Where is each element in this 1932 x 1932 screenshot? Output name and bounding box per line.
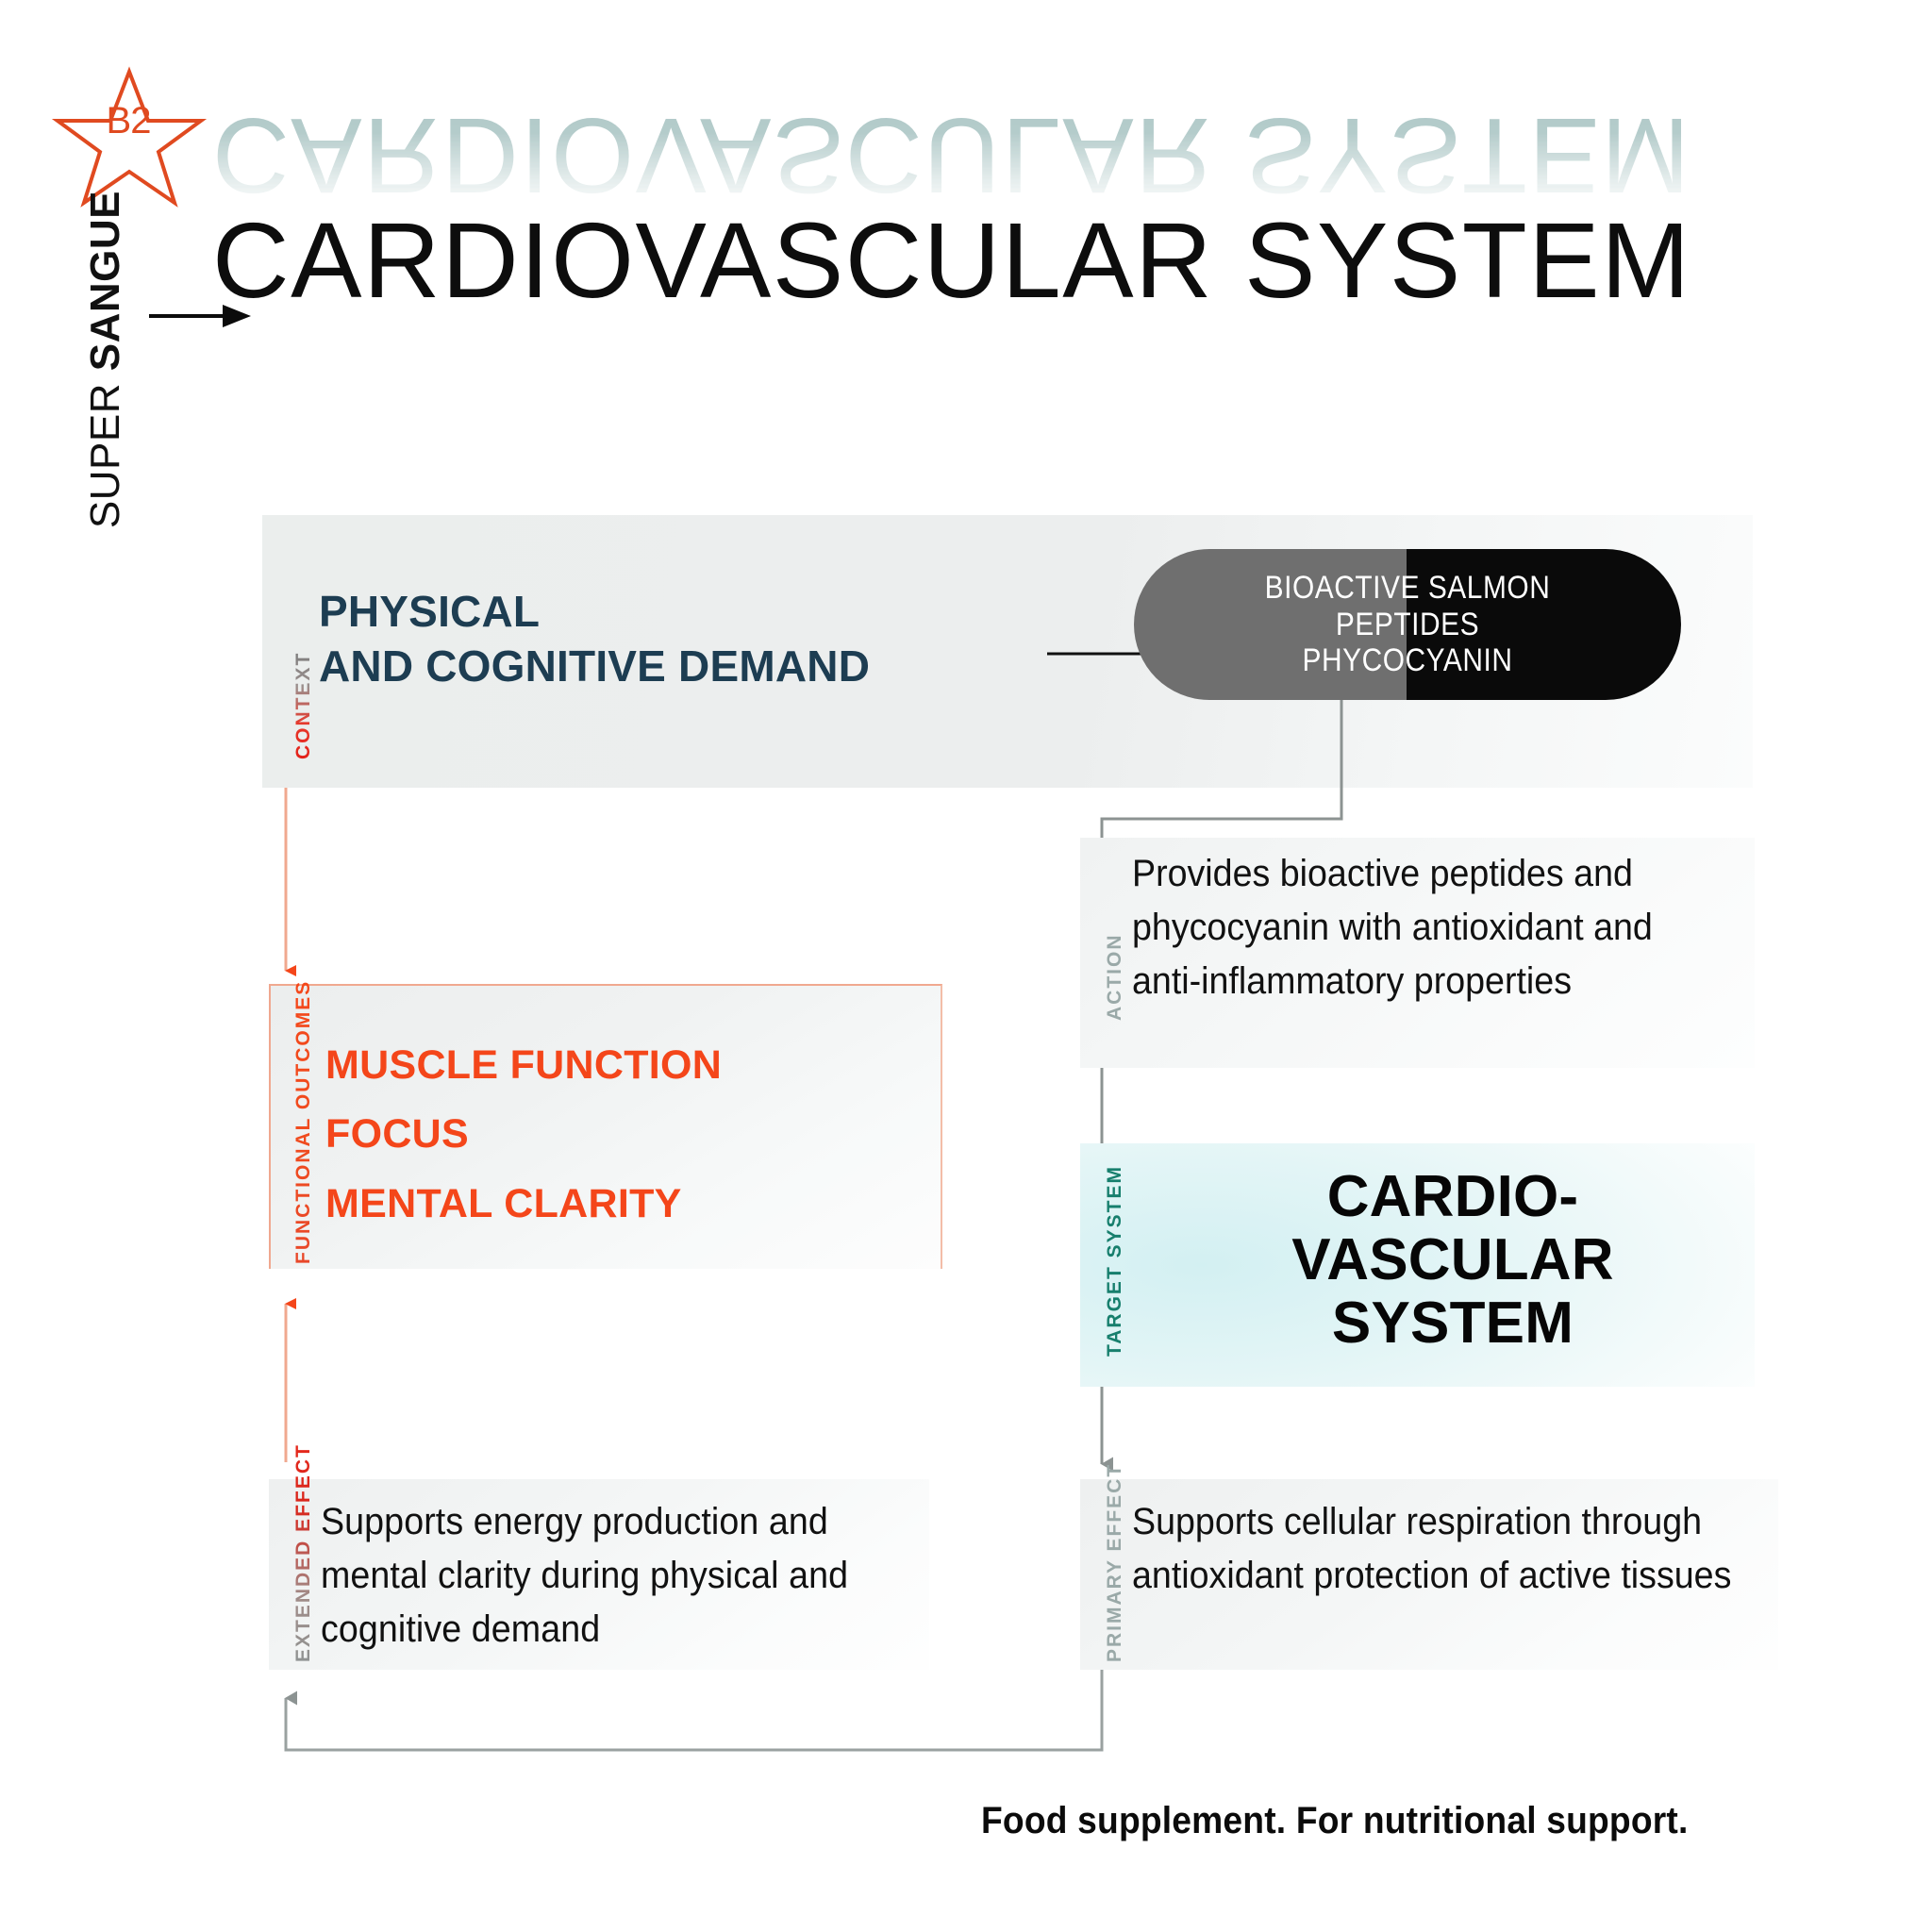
page-title: CARDIOVASCULAR SYSTEM: [212, 201, 1691, 320]
list-item: MUSCLE FUNCTION: [325, 1042, 723, 1088]
target-system-line-3: SYSTEM: [1331, 1290, 1574, 1356]
target-system-box: [1080, 1143, 1755, 1387]
brand-block: B2 SUPER SANGUE: [38, 66, 251, 613]
page-title-reflection: CARDIOVASCULAR SYSTEM: [212, 96, 1691, 215]
brand-name-bold: SANGUE: [82, 191, 128, 372]
star-outline-icon: [51, 66, 208, 208]
page-title-block: CARDIOVASCULAR SYSTEM CARDIOVASCULAR SYS…: [212, 96, 1901, 314]
rail-label-action: ACTION: [1104, 933, 1125, 1022]
list-item: MENTAL CLARITY: [325, 1180, 682, 1226]
brand-name: SUPER SANGUE: [82, 191, 128, 549]
action-box: [1080, 838, 1755, 1068]
target-system-line-2: VASCULAR: [1291, 1226, 1614, 1292]
rail-label-primary-effect: PRIMARY EFFECT: [1104, 1462, 1125, 1662]
context-heading: PHYSICAL AND COGNITIVE DEMAND: [319, 585, 1262, 694]
brand-name-thin: SUPER: [82, 371, 128, 529]
rail-label-extended-effect: EXTENDED EFFECT: [292, 1443, 314, 1662]
context-heading-line-1: PHYSICAL: [319, 587, 541, 636]
target-system-line-1: CARDIO-: [1326, 1164, 1579, 1229]
wire-feedback-loop: [284, 1670, 1104, 1752]
functional-outcomes-box: [269, 984, 942, 1269]
ingredient-pill: BIOACTIVE SALMON PEPTIDES PHYCOCYANIN: [1134, 549, 1681, 700]
ingredient-line-3: PHYCOCYANIN: [1302, 642, 1513, 679]
context-heading-line-2: AND COGNITIVE DEMAND: [319, 641, 871, 691]
footer-disclaimer: Food supplement. For nutritional support…: [981, 1800, 1689, 1841]
ingredient-line-1: BIOACTIVE SALMON: [1264, 570, 1551, 607]
star-badge-label: B2: [106, 100, 152, 142]
extended-effect-box: [269, 1479, 929, 1670]
ingredient-pill-text: BIOACTIVE SALMON PEPTIDES PHYCOCYANIN: [1167, 549, 1648, 700]
rail-label-functional-outcomes: FUNCTIONAL OUTCOMES: [292, 979, 314, 1264]
action-text: Provides bioactive peptides and phycocya…: [1132, 853, 1653, 1002]
primary-effect-box: [1080, 1479, 1778, 1670]
rail-label-context: CONTEXT: [292, 651, 314, 759]
primary-effect-text: Supports cellular respiration through an…: [1132, 1501, 1732, 1596]
list-item: FOCUS: [325, 1111, 469, 1158]
rail-label-target-system: TARGET SYSTEM: [1104, 1165, 1125, 1357]
target-system-title: CARDIO- VASCULAR SYSTEM: [1189, 1164, 1717, 1356]
extended-effect-text: Supports energy production and mental cl…: [321, 1501, 849, 1650]
arrow-right-icon: [149, 304, 253, 328]
functional-outcomes-list: MUSCLE FUNCTION FOCUS MENTAL CLARITY: [325, 1041, 929, 1248]
ingredient-line-2: PEPTIDES: [1335, 606, 1480, 642]
